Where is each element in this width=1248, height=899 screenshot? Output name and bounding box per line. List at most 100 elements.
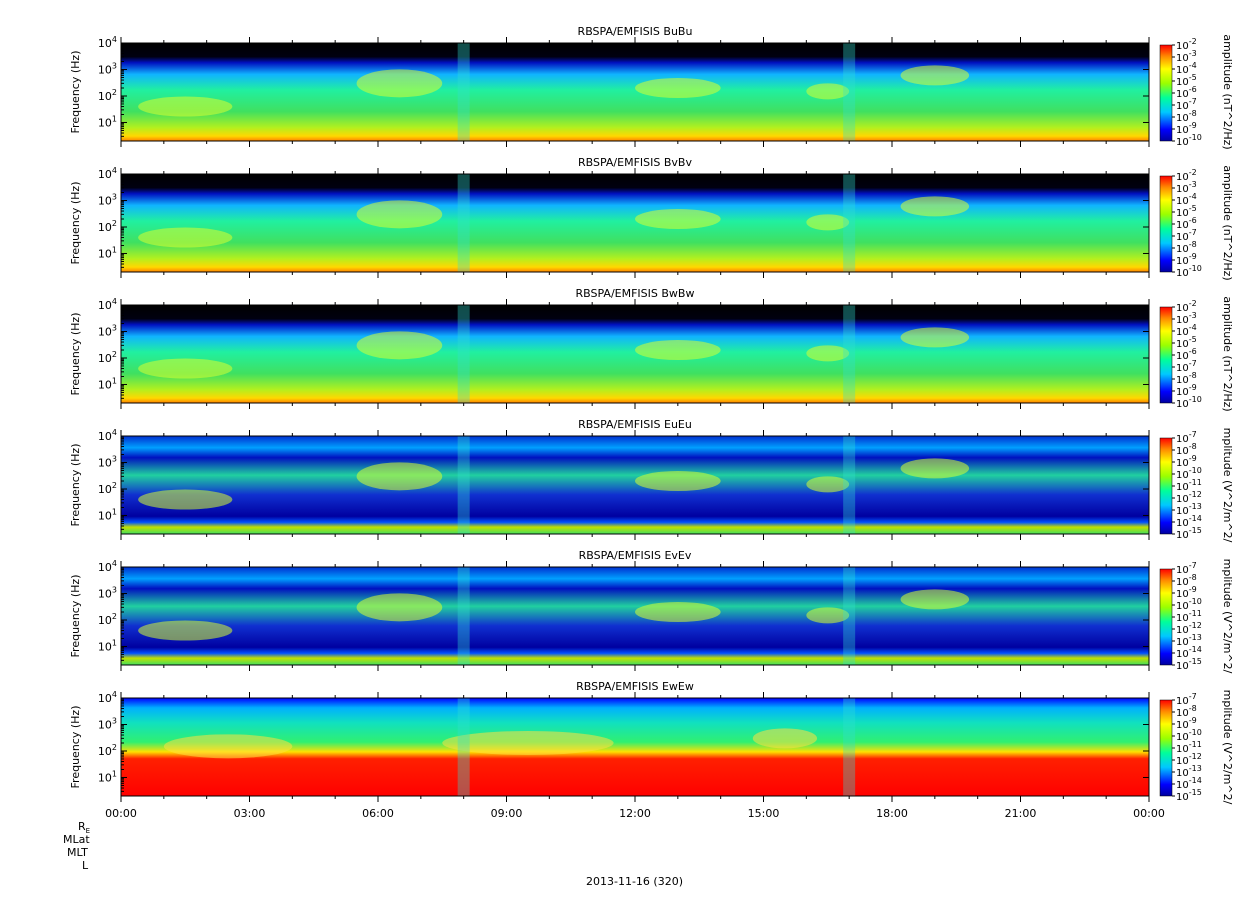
spectrogram-image [121,698,1149,796]
y-tick-label: 104 [98,559,117,574]
emission-feature [806,83,850,100]
emission-feature [635,209,721,230]
y-tick-label: 104 [98,35,117,50]
colorbar [1159,306,1173,404]
disturbance-streak [457,567,470,665]
y-tick-label: 102 [98,350,117,365]
colorbar [1159,699,1173,797]
ephemeris-l-label: L [82,859,89,872]
y-tick-label: 103 [98,61,117,76]
emission-feature [138,358,233,379]
y-axis-label: Frequency (Hz) [69,182,82,265]
emission-feature [806,214,850,231]
emission-feature [442,731,614,756]
y-tick-label: 101 [98,114,117,129]
emission-feature [900,327,970,348]
emission-feature [356,593,443,622]
spectrogram-image [121,305,1149,403]
y-tick-label: 102 [98,612,117,627]
y-tick-label: 104 [98,297,117,312]
y-tick-label: 102 [98,219,117,234]
colorbar [1159,44,1173,142]
colorbar [1159,437,1173,535]
y-tick-label: 101 [98,638,117,653]
x-tick-label: 12:00 [619,807,651,820]
y-axis-label: Frequency (Hz) [69,706,82,789]
y-axis-label: Frequency (Hz) [69,444,82,527]
y-tick-label: 102 [98,88,117,103]
x-tick-label: 00:00 [105,807,137,820]
y-tick-label: 104 [98,690,117,705]
y-tick-label: 103 [98,192,117,207]
emission-feature [635,602,721,623]
emission-feature [900,196,970,217]
colorbar [1159,175,1173,273]
colorbar-label: amplitude (nT^2/Hz) [1221,296,1234,411]
disturbance-streak [457,698,470,796]
colorbar [1159,568,1173,666]
emission-feature [900,589,970,610]
panel-title: RBSPA/EMFISIS EuEu [578,418,692,431]
panel-5: RBSPA/EMFISIS EvEv Frequency (Hz) 101 102 10… [69,549,1234,674]
emission-feature [900,458,970,479]
ephemeris-mlt-label: MLT [67,846,88,859]
panel-6: RBSPA/EMFISIS EwEw Frequency (Hz) 101 102 10… [69,680,1234,805]
x-tick-label: 09:00 [491,807,523,820]
y-tick-label: 103 [98,323,117,338]
date-label: 2013-11-16 (320) [586,875,684,888]
panel-2: RBSPA/EMFISIS BvBv Frequency (Hz) 101 102 10… [69,156,1234,281]
colorbar-label: mplitude (V^2/m^2/ [1221,559,1234,674]
x-tick-label: 00:00 [1133,807,1165,820]
colorbar-label: amplitude (nT^2/Hz) [1221,34,1234,149]
panel-4: RBSPA/EMFISIS EuEu Frequency (Hz) 101 102 10… [69,418,1234,543]
emission-feature [356,331,443,360]
x-tick-label: 03:00 [234,807,266,820]
disturbance-streak [457,436,470,534]
y-tick-label: 101 [98,507,117,522]
x-tick-label: 21:00 [1005,807,1037,820]
emission-feature [635,340,721,361]
ephemeris-re-label: RE [78,820,91,836]
emission-feature [356,200,443,229]
x-tick-label: 18:00 [876,807,908,820]
emission-feature [635,471,721,492]
colorbar-label: mplitude (V^2/m^2/ [1221,690,1234,805]
panel-title: RBSPA/EMFISIS EvEv [579,549,692,562]
y-tick-label: 103 [98,716,117,731]
panel-title: RBSPA/EMFISIS BwBw [576,287,695,300]
emission-feature [163,734,293,759]
emission-feature [900,65,970,86]
emission-feature [138,489,233,510]
emission-feature [138,227,233,248]
y-tick-label: 102 [98,481,117,496]
disturbance-streak [843,174,856,272]
spectrogram-image [121,436,1149,534]
colorbar-label: amplitude (nT^2/Hz) [1221,165,1234,280]
disturbance-streak [843,43,856,141]
emission-feature [806,345,850,362]
y-axis-label: Frequency (Hz) [69,575,82,658]
disturbance-streak [843,698,856,796]
disturbance-streak [457,43,470,141]
panel-3: RBSPA/EMFISIS BwBw Frequency (Hz) 101 102 10… [69,287,1234,412]
emission-feature [806,607,850,624]
y-tick-label: 102 [98,743,117,758]
y-tick-label: 103 [98,585,117,600]
disturbance-streak [843,567,856,665]
spectrogram-image [121,567,1149,665]
y-tick-label: 104 [98,428,117,443]
y-axis-label: Frequency (Hz) [69,51,82,134]
emission-feature [806,476,850,493]
disturbance-streak [843,305,856,403]
spectrogram-image [121,174,1149,272]
x-tick-label: 06:00 [362,807,394,820]
emission-feature [356,69,443,98]
y-axis-label: Frequency (Hz) [69,313,82,396]
emission-feature [635,78,721,99]
disturbance-streak [457,174,470,272]
panel-title: RBSPA/EMFISIS BvBv [578,156,692,169]
y-tick-label: 101 [98,245,117,260]
y-tick-label: 103 [98,454,117,469]
x-tick-label: 15:00 [748,807,780,820]
